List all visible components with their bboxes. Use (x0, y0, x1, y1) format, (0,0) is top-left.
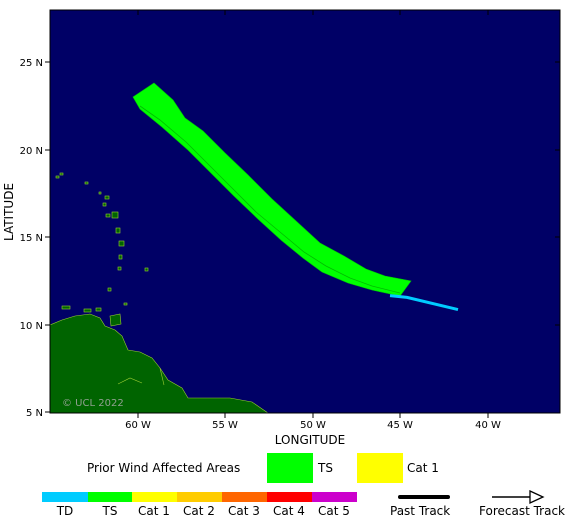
scale-label-cat3: Cat 3 (228, 504, 260, 518)
scale-label-cat1: Cat 1 (138, 504, 170, 518)
lat-tick-label: 10 N (20, 321, 43, 332)
ocean (50, 10, 560, 413)
lat-tick-label: 15 N (20, 233, 43, 244)
lat-tick-label: 25 N (20, 58, 43, 69)
scale-label-td: TD (56, 504, 74, 518)
wind-areas-legend-title: Prior Wind Affected Areas (87, 461, 241, 475)
forecast-track-line (389, 294, 459, 312)
scale-cat1 (132, 492, 177, 502)
lon-tick-label: 60 W (125, 420, 151, 431)
lon-tick-label: 45 W (387, 420, 413, 431)
scale-cat2 (177, 492, 222, 502)
forecast-track-label: Forecast Track (479, 504, 565, 518)
ts-swatch (267, 453, 313, 483)
scale-label-cat5: Cat 5 (318, 504, 350, 518)
scale-label-cat4: Cat 4 (273, 504, 305, 518)
x-axis-title: LONGITUDE (275, 433, 345, 447)
scale-label-ts: TS (102, 504, 118, 518)
south-america-land (50, 313, 269, 413)
lon-tick-label: 50 W (300, 420, 326, 431)
past-track-label: Past Track (390, 504, 451, 518)
scale-cat5 (312, 492, 357, 502)
scale-cat4 (267, 492, 312, 502)
lat-tick-label: 5 N (26, 408, 43, 419)
lon-tick-label: 40 W (475, 420, 501, 431)
scale-td (42, 492, 88, 502)
y-axis-title: LATITUDE (2, 183, 16, 241)
forecast-track-arrowhead-icon (529, 489, 545, 505)
plot-frame (49, 9, 561, 414)
lon-tick-label: 55 W (212, 420, 238, 431)
cat1-area-label: Cat 1 (407, 461, 439, 475)
cat1-swatch (357, 453, 403, 483)
scale-cat3 (222, 492, 267, 502)
caribbean-islands (55, 172, 149, 313)
lat-tick-label: 20 N (20, 146, 43, 157)
scale-label-cat2: Cat 2 (183, 504, 215, 518)
trinidad-island (109, 313, 122, 327)
ts-wind-area (132, 82, 412, 297)
ts-area-label: TS (318, 461, 333, 475)
lon-ticks (45, 10, 560, 418)
scale-ts (88, 492, 132, 502)
copyright-text: © UCL 2022 (62, 398, 124, 409)
